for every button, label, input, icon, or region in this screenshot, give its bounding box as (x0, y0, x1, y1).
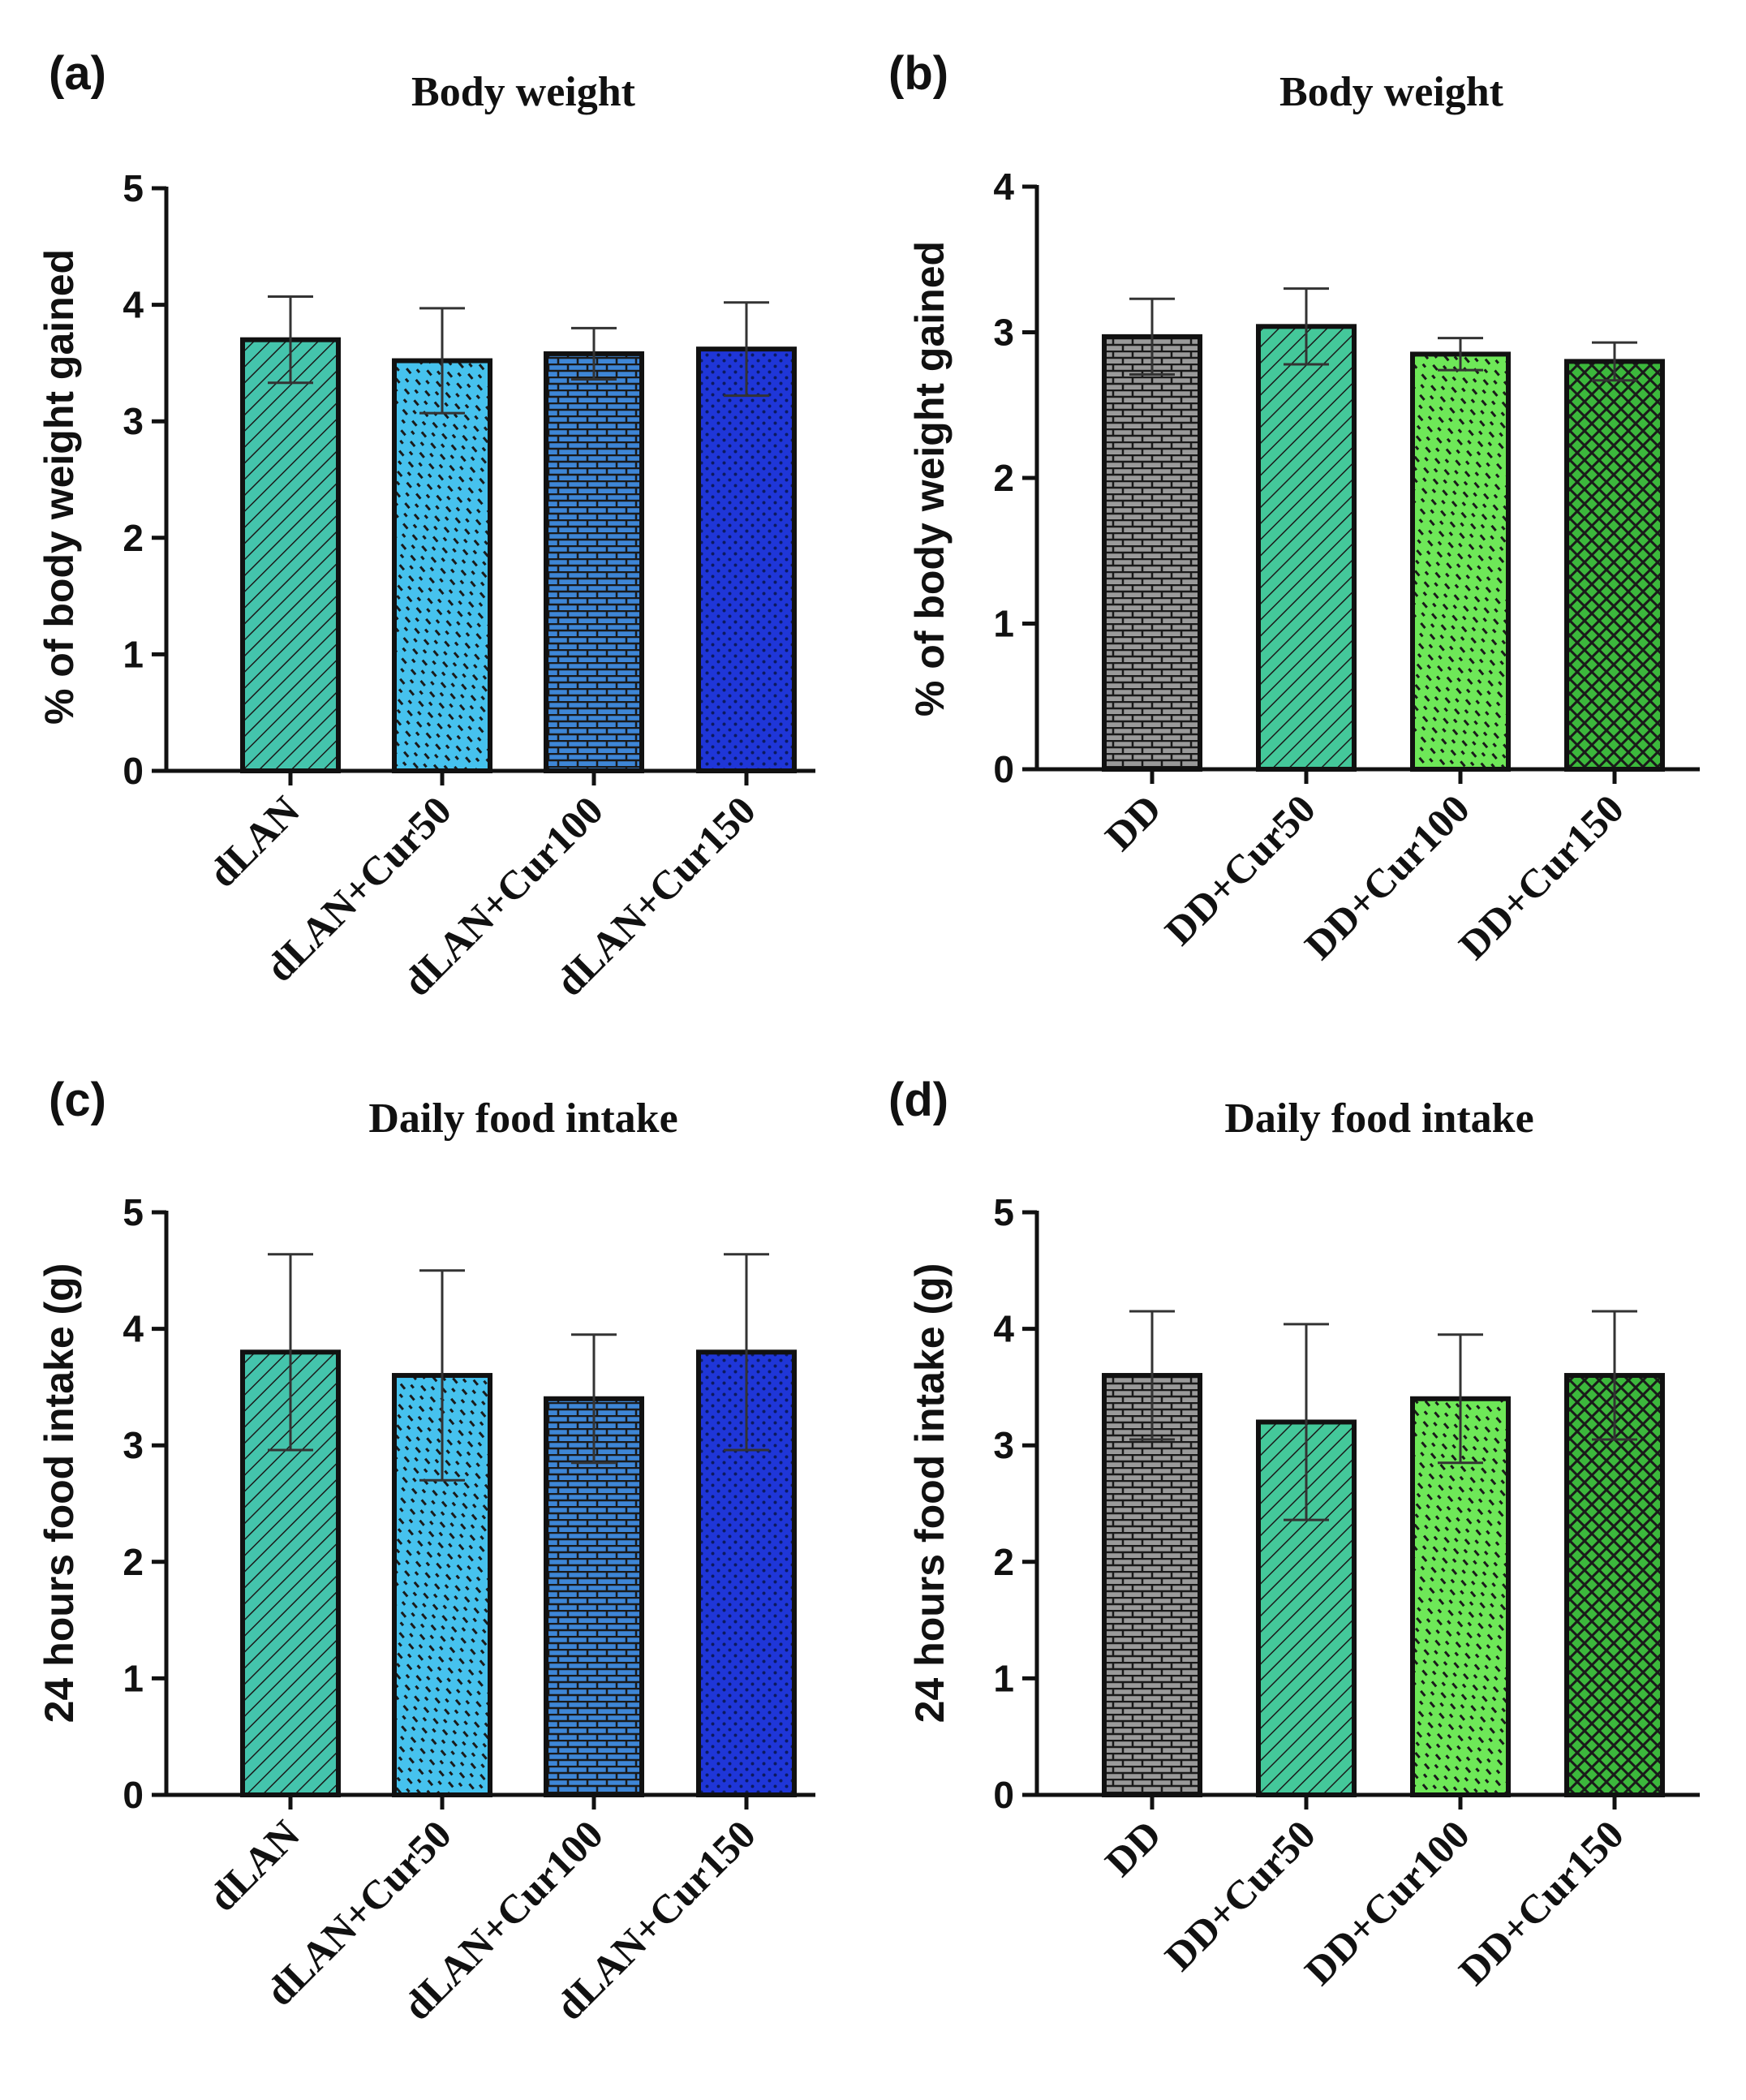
y-tick-label: 1 (993, 603, 1014, 645)
y-axis-label: 24 hours food intake (g) (907, 1263, 953, 1723)
error-bar (1592, 341, 1637, 382)
y-tick-label: 1 (123, 1657, 144, 1699)
error-bar (1129, 297, 1175, 377)
y-tick-label: 3 (123, 400, 144, 442)
bar-dd-cur100 (1410, 351, 1511, 772)
y-tick-label: 4 (993, 166, 1014, 208)
bar-dlan (240, 337, 341, 773)
error-bar (419, 1269, 465, 1482)
chart-title: Body weight (1279, 69, 1504, 115)
error-bar (724, 301, 769, 398)
x-tick-label: DD+Cur100 (1296, 785, 1478, 968)
chart-panel-1: (a) Body weight % of body weight gained 0 1 2… (37, 47, 815, 1005)
y-tick-label: 5 (123, 1191, 144, 1233)
bar-dd (1102, 334, 1202, 772)
y-tick-label: 3 (123, 1424, 144, 1466)
y-axis-label: % of body weight gained (37, 249, 82, 725)
y-tick-label: 1 (993, 1657, 1014, 1699)
error-bar (1438, 337, 1483, 372)
panel-label: (b) (888, 47, 948, 100)
error-bar (724, 1253, 769, 1452)
y-tick-label: 2 (993, 1541, 1014, 1583)
y-tick-label: 0 (123, 750, 144, 792)
error-bar (571, 326, 617, 381)
x-tick-label: DD+Cur50 (1156, 785, 1324, 953)
error-bar (1438, 1333, 1483, 1465)
y-tick-label: 5 (993, 1191, 1014, 1233)
chart-title: Body weight (411, 69, 636, 115)
chart-panel-3: (c) Daily food intake 24 hours food intake… (37, 1074, 815, 2029)
x-tick-label: DD+Cur150 (1450, 785, 1632, 968)
error-bar (268, 1253, 313, 1452)
error-bar (1284, 1323, 1329, 1521)
error-bar (1129, 1310, 1175, 1441)
bar-dd-cur100 (1410, 1396, 1511, 1797)
panel-label: (a) (49, 47, 106, 100)
error-bar (268, 295, 313, 385)
y-tick-label: 2 (123, 517, 144, 559)
bar-dlan-cur50 (392, 358, 492, 773)
error-bar (1592, 1310, 1637, 1441)
y-tick-label: 2 (123, 1541, 144, 1583)
x-tick-label: DD+Cur100 (1296, 1811, 1478, 1994)
x-tick-label: dLAN (200, 787, 308, 896)
y-tick-label: 5 (123, 167, 144, 209)
bar-dd-cur50 (1256, 324, 1357, 772)
chart-panel-4: (d) Daily food intake 24 hours food intake… (888, 1074, 1700, 1994)
x-tick-label: dLAN (200, 1811, 308, 1920)
y-axis-label: 24 hours food intake (g) (37, 1263, 82, 1723)
error-bar (1284, 287, 1329, 366)
panel-label: (d) (888, 1074, 948, 1126)
chart-title: Daily food intake (368, 1095, 677, 1142)
error-bar (571, 1333, 617, 1465)
x-tick-label: DD (1096, 1811, 1170, 1885)
y-tick-label: 2 (993, 457, 1014, 499)
panel-label: (c) (49, 1074, 106, 1126)
x-tick-label: DD+Cur50 (1156, 1811, 1324, 1979)
chart-panel-2: (b) Body weight % of body weight gained 0 1 2… (888, 47, 1700, 968)
y-tick-label: 3 (993, 1424, 1014, 1466)
y-tick-label: 4 (993, 1308, 1014, 1350)
y-tick-label: 3 (993, 312, 1014, 354)
y-tick-label: 4 (123, 284, 144, 326)
chart-title: Daily food intake (1224, 1095, 1533, 1142)
y-tick-label: 0 (123, 1774, 144, 1816)
y-tick-label: 0 (993, 748, 1014, 790)
y-axis-label: % of body weight gained (907, 241, 953, 716)
x-tick-label: DD (1096, 785, 1170, 859)
x-tick-label: DD+Cur150 (1450, 1811, 1632, 1994)
bar-dlan-cur150 (696, 346, 797, 773)
bar-dd-cur150 (1564, 359, 1665, 772)
error-bar (419, 307, 465, 415)
y-tick-label: 1 (123, 633, 144, 675)
bar-dlan-cur100 (544, 351, 644, 773)
y-tick-label: 0 (993, 1774, 1014, 1816)
y-tick-label: 4 (123, 1308, 144, 1350)
